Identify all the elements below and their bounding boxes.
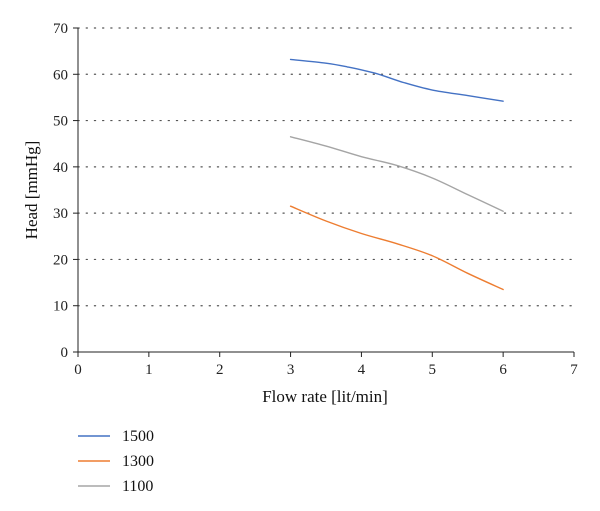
y-tick-label-60: 60 bbox=[53, 67, 68, 83]
series-line-1500 bbox=[289, 58, 504, 102]
x-tick-label-2: 2 bbox=[216, 362, 224, 378]
x-tick-label-1: 1 bbox=[145, 362, 153, 378]
x-tick-label-4: 4 bbox=[358, 362, 366, 378]
legend-label-1300: 1300 bbox=[122, 453, 154, 470]
x-tick-label-7: 7 bbox=[570, 362, 578, 378]
y-tick-label-40: 40 bbox=[53, 160, 68, 176]
legend-item-1300: 1300 bbox=[78, 453, 154, 470]
y-tick-label-10: 10 bbox=[53, 299, 68, 315]
x-tick-label-0: 0 bbox=[74, 362, 82, 378]
y-axis-label: Head [mmHg] bbox=[22, 141, 41, 240]
tick-labels: 0 10 20 30 40 50 60 70 0 1 2 3 4 5 6 7 bbox=[53, 21, 578, 378]
grid-layer bbox=[77, 27, 575, 307]
legend-label-1100: 1100 bbox=[122, 478, 153, 495]
series-line-1300 bbox=[289, 205, 504, 291]
x-tick-label-5: 5 bbox=[429, 362, 437, 378]
legend-label-1500: 1500 bbox=[122, 428, 154, 445]
y-tick-label-30: 30 bbox=[53, 206, 68, 222]
x-tick-label-3: 3 bbox=[287, 362, 295, 378]
legend: 1500 1300 1100 bbox=[78, 428, 154, 495]
x-axis-label: Flow rate [lit/min] bbox=[262, 387, 388, 406]
legend-item-1500: 1500 bbox=[78, 428, 154, 445]
y-tick-label-70: 70 bbox=[53, 21, 68, 37]
axis-layer bbox=[73, 27, 575, 357]
y-tick-label-50: 50 bbox=[53, 114, 68, 130]
series-layer bbox=[289, 58, 504, 291]
y-tick-label-20: 20 bbox=[53, 252, 68, 268]
legend-item-1100: 1100 bbox=[78, 478, 153, 495]
series-line-1100 bbox=[289, 136, 504, 212]
x-tick-label-6: 6 bbox=[499, 362, 507, 378]
y-tick-label-0: 0 bbox=[61, 345, 69, 361]
